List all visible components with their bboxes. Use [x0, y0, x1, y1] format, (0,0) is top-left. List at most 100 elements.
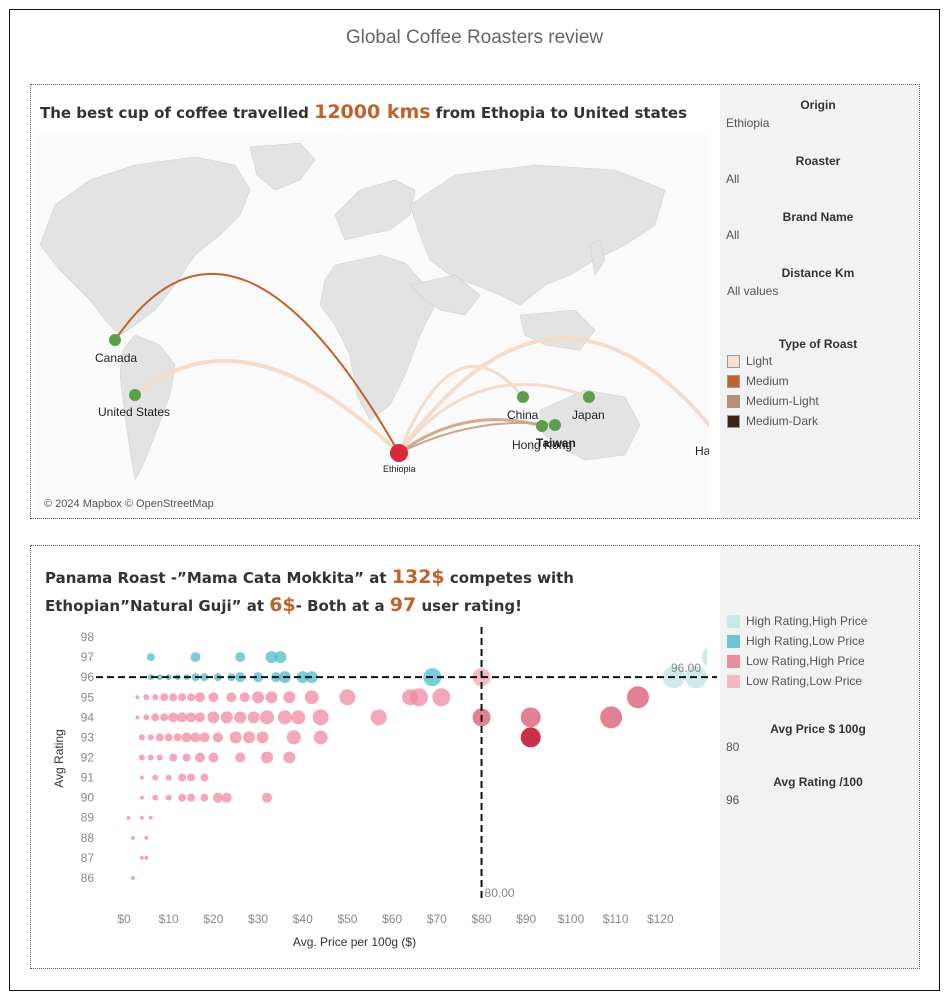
avg-rating-value[interactable]: 96 [726, 793, 740, 807]
data-point[interactable] [520, 707, 541, 728]
data-point[interactable] [156, 754, 163, 761]
data-point[interactable] [260, 710, 275, 725]
data-point[interactable] [178, 773, 187, 782]
data-point[interactable] [194, 712, 205, 723]
marker-china[interactable] [517, 391, 529, 403]
roast-legend-light[interactable]: Light [727, 354, 772, 368]
marker-japan[interactable] [583, 391, 595, 403]
data-point[interactable] [221, 792, 232, 803]
data-point[interactable] [147, 674, 154, 681]
data-point[interactable] [520, 727, 541, 748]
data-point[interactable] [130, 835, 135, 840]
data-point[interactable] [200, 673, 209, 682]
legend-high-rating-high-price[interactable]: High Rating,High Price [727, 614, 867, 628]
origin-filter-value[interactable]: Ethiopia [726, 116, 770, 130]
data-point[interactable] [143, 694, 150, 701]
data-point[interactable] [261, 751, 274, 764]
data-point[interactable] [151, 713, 160, 722]
scatter-chart[interactable]: 86 87 88 89 90 91 92 93 94 95 96 97 98 $0 $10 $20 $30 $40… [31, 621, 717, 961]
data-point[interactable] [200, 793, 209, 802]
data-point[interactable] [130, 875, 135, 880]
data-point[interactable] [226, 692, 237, 703]
data-point[interactable] [138, 754, 145, 761]
data-point[interactable] [313, 730, 328, 745]
data-point[interactable] [144, 835, 149, 840]
data-point[interactable] [199, 732, 210, 743]
data-point[interactable] [432, 688, 451, 707]
data-point[interactable] [235, 752, 246, 763]
data-point[interactable] [262, 792, 273, 803]
legend-low-rating-high-price[interactable]: Low Rating,High Price [727, 654, 865, 668]
brand-filter-value[interactable]: All [726, 228, 740, 242]
data-point[interactable] [235, 652, 246, 663]
data-point[interactable] [126, 815, 131, 820]
data-point[interactable] [220, 711, 233, 724]
data-point[interactable] [190, 732, 201, 743]
data-point[interactable] [168, 712, 179, 723]
data-point[interactable] [147, 754, 154, 761]
data-point[interactable] [187, 793, 196, 802]
data-point[interactable] [194, 752, 205, 763]
data-point[interactable] [252, 691, 265, 704]
data-point[interactable] [286, 730, 301, 745]
data-point[interactable] [178, 693, 187, 702]
data-point[interactable] [135, 715, 140, 720]
data-point[interactable] [144, 855, 149, 860]
data-point[interactable] [173, 733, 182, 742]
data-point[interactable] [135, 695, 140, 700]
data-point[interactable] [208, 752, 219, 763]
data-point[interactable] [139, 795, 144, 800]
data-point[interactable] [181, 732, 192, 743]
data-point[interactable] [701, 645, 717, 669]
data-point[interactable] [265, 691, 278, 704]
data-point[interactable] [370, 709, 387, 726]
data-point[interactable] [160, 713, 169, 722]
data-point[interactable] [139, 855, 144, 860]
data-point[interactable] [186, 712, 197, 723]
data-point[interactable] [291, 710, 306, 725]
roast-legend-medium-light[interactable]: Medium-Light [727, 394, 819, 408]
data-point[interactable] [304, 690, 319, 705]
data-point[interactable] [169, 753, 178, 762]
data-point[interactable] [138, 734, 145, 741]
data-point[interactable] [626, 686, 649, 709]
data-point[interactable] [187, 773, 196, 782]
data-point[interactable] [207, 711, 220, 724]
data-point[interactable] [256, 731, 269, 744]
data-point[interactable] [148, 815, 153, 820]
data-point[interactable] [178, 793, 187, 802]
world-map[interactable]: Canada United States China Japan Hong Ko… [35, 135, 709, 515]
data-point[interactable] [208, 692, 219, 703]
data-point[interactable] [212, 732, 223, 743]
legend-low-rating-low-price[interactable]: Low Rating,Low Price [727, 674, 862, 688]
data-point[interactable] [177, 712, 188, 723]
avg-price-value[interactable]: 80 [726, 740, 740, 754]
data-point[interactable] [194, 692, 205, 703]
data-point[interactable] [274, 651, 287, 664]
data-point[interactable] [155, 733, 164, 742]
data-point[interactable] [165, 774, 172, 781]
data-point[interactable] [239, 692, 250, 703]
data-point[interactable] [312, 709, 329, 726]
marker-canada[interactable] [109, 334, 121, 346]
data-point[interactable] [243, 731, 256, 744]
data-point[interactable] [182, 753, 191, 762]
data-point[interactable] [139, 815, 144, 820]
data-point[interactable] [283, 751, 296, 764]
data-point[interactable] [156, 674, 163, 681]
data-point[interactable] [265, 651, 278, 664]
data-point[interactable] [152, 774, 159, 781]
data-point[interactable] [165, 794, 172, 801]
data-point[interactable] [152, 794, 159, 801]
data-point[interactable] [146, 653, 155, 662]
data-point[interactable] [283, 691, 296, 704]
marker-ethiopia[interactable] [390, 444, 408, 462]
data-point[interactable] [139, 775, 144, 780]
legend-high-rating-low-price[interactable]: High Rating,Low Price [727, 634, 865, 648]
data-point[interactable] [296, 671, 309, 684]
data-point[interactable] [339, 689, 356, 706]
data-point[interactable] [147, 734, 154, 741]
marker-hong-kong[interactable] [536, 420, 548, 432]
roast-legend-medium-dark[interactable]: Medium-Dark [727, 414, 818, 428]
distance-filter-value[interactable]: All values [727, 284, 779, 298]
